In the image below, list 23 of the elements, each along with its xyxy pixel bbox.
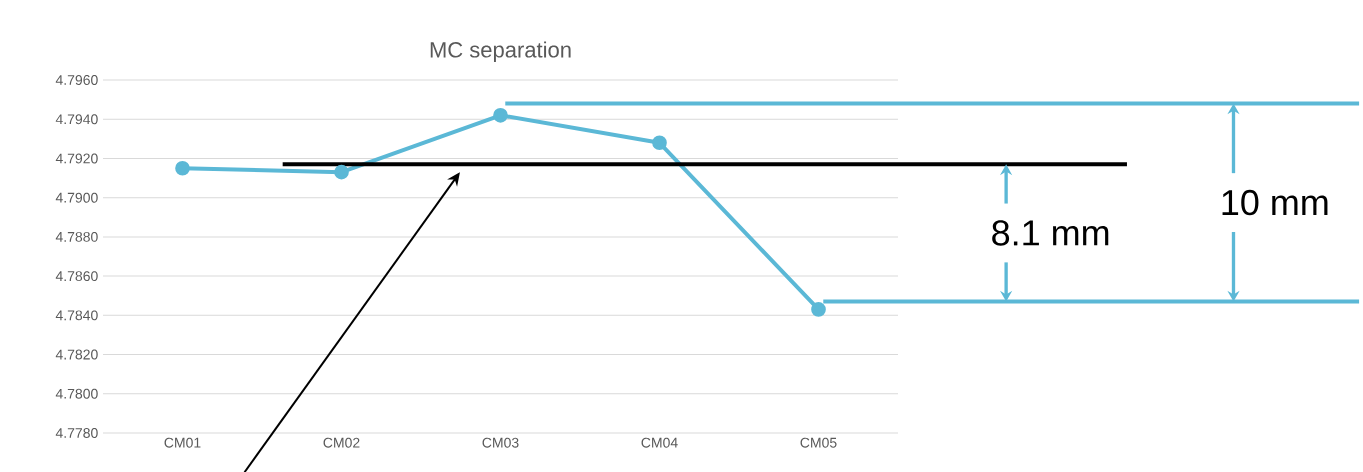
y-tick-label: 4.7800 (55, 388, 98, 399)
text: 10 mm (1222, 189, 1328, 216)
point (175, 160, 190, 176)
x-tick-label: CM03 (482, 437, 519, 448)
y-tick-label: 4.7960 (55, 75, 98, 85)
x-tick-label: CM02 (323, 437, 360, 448)
point (652, 135, 667, 151)
point (493, 107, 508, 123)
chart-title: MC separation (430, 41, 571, 62)
text: 8.1 mm (992, 220, 1109, 246)
y-tick-label: 4.7840 (55, 310, 98, 321)
y-tick-label: 4.7860 (55, 271, 98, 282)
y-tick-label: 4.7920 (55, 153, 98, 164)
x-tick-label: CM01 (164, 437, 201, 448)
y-tick-label: 4.7900 (55, 192, 98, 203)
point (334, 164, 349, 180)
y-tick-label: 4.7820 (55, 349, 98, 360)
x-tick-label: CM05 (800, 437, 837, 448)
y-tick-label: 4.7880 (55, 231, 98, 242)
y-tick-label: 4.7940 (55, 114, 98, 125)
x-tick-label: CM04 (641, 437, 678, 448)
point (811, 302, 826, 317)
y-tick-label: 4.7780 (55, 428, 98, 438)
